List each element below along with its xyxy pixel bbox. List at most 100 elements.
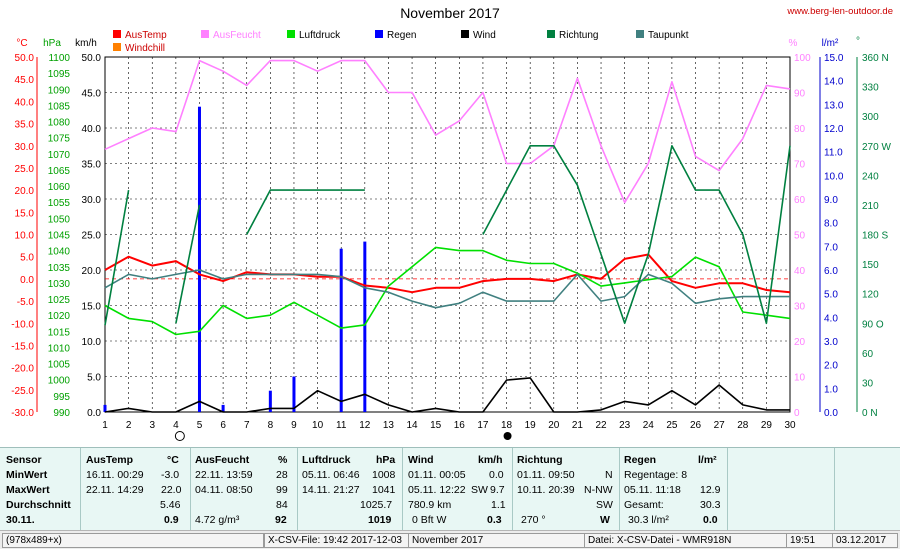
series-line-richtung	[482, 145, 791, 325]
x-tick-label: 19	[525, 420, 537, 431]
legend-swatch	[113, 30, 121, 38]
richtung-min-time: 01.11. 09:50	[517, 469, 575, 481]
weather-chart: November 2017 www.berg-len-outdoor.de Au…	[11, 5, 893, 441]
table-divider	[80, 448, 81, 530]
ausfeucht-day: 92	[275, 514, 287, 526]
pressure-tick-label: 1025	[48, 295, 71, 306]
legend-swatch	[547, 30, 555, 38]
new-moon-icon	[503, 432, 512, 440]
rain-tick-label: 9.0	[824, 195, 838, 206]
direction-tick-label: 60	[862, 349, 874, 360]
austemp-day: 0.9	[164, 514, 179, 526]
rain-tick-label: 1.0	[824, 384, 838, 395]
unit-direction: °	[856, 36, 860, 47]
pressure-tick-label: 1070	[48, 150, 71, 161]
temp-tick-label: -25.0	[11, 386, 34, 397]
x-tick-label: 9	[291, 420, 297, 431]
unit-temp: °C	[16, 38, 27, 49]
austemp-min: -3.0	[161, 469, 180, 481]
rain-bar	[268, 390, 272, 412]
x-tick-label: 11	[336, 420, 347, 431]
rain-tick-label: 8.0	[824, 219, 838, 230]
col-unit-austemp: °C	[167, 454, 179, 466]
legend-label: Windchill	[125, 43, 165, 54]
humidity-tick-label: 90	[794, 89, 806, 100]
site-link[interactable]: www.berg-len-outdoor.de	[786, 6, 893, 17]
wind-tick-label: 0.0	[87, 408, 101, 419]
ausfeucht-min-time: 22.11. 13:59	[195, 469, 253, 481]
pressure-tick-label: 1005	[48, 360, 71, 371]
wind-max-dir: SW	[471, 484, 488, 496]
wind-min-time: 01.11. 00:05	[408, 469, 466, 481]
rain-bar	[292, 376, 296, 412]
direction-tick-label: 90 O	[862, 319, 884, 330]
wind-tick-label: 15.0	[82, 302, 102, 313]
x-tick-label: 14	[407, 420, 419, 431]
x-tick-label: 16	[454, 420, 466, 431]
regen-day: 0.0	[703, 514, 718, 526]
x-tick-label: 12	[359, 420, 371, 431]
row-label-avg: Durchschnitt	[6, 499, 71, 511]
x-tick-label: 26	[690, 420, 702, 431]
series-line-richtung	[245, 189, 365, 235]
table-divider	[619, 448, 620, 530]
rain-tick-label: 12.0	[824, 124, 844, 135]
pressure-tick-label: 1095	[48, 69, 71, 80]
richtung-max-time: 10.11. 20:39	[517, 484, 575, 496]
x-tick-label: 15	[430, 420, 442, 431]
legend-label: Taupunkt	[648, 30, 689, 41]
statistics-table: Sensor AusTemp °C AusFeucht % Luftdruck …	[0, 447, 900, 530]
temp-tick-label: 10.0	[15, 231, 35, 242]
pressure-tick-label: 1050	[48, 214, 71, 225]
legend-swatch	[636, 30, 644, 38]
temp-tick-label: 15.0	[15, 208, 35, 219]
unit-pressure: hPa	[43, 38, 61, 49]
x-tick-label: 28	[737, 420, 749, 431]
pressure-tick-label: 990	[53, 408, 70, 419]
legend-swatch	[287, 30, 295, 38]
x-tick-label: 5	[197, 420, 203, 431]
plot-border	[104, 56, 791, 413]
wind-avg: 1.1	[491, 499, 506, 511]
legend-label: AusTemp	[125, 30, 167, 41]
x-tick-label: 1	[102, 420, 108, 431]
humidity-tick-label: 100	[794, 53, 811, 64]
temp-tick-label: 40.0	[15, 97, 35, 108]
humidity-tick-label: 70	[794, 160, 806, 171]
temp-tick-label: -20.0	[11, 364, 34, 375]
richtung-min-dir: N	[605, 469, 613, 481]
legend-label: Richtung	[559, 30, 598, 41]
wind-tick-label: 25.0	[82, 231, 102, 242]
regen-total-label: Gesamt:	[624, 499, 664, 511]
x-tick-label: 20	[548, 420, 560, 431]
pressure-tick-label: 1015	[48, 327, 71, 338]
humidity-tick-label: 60	[794, 195, 806, 206]
x-tick-label: 22	[595, 420, 607, 431]
temp-tick-label: 0.0	[20, 275, 34, 286]
plot-area	[103, 59, 791, 413]
x-tick-label: 29	[761, 420, 773, 431]
col-header-ausfeucht: AusFeucht	[195, 454, 250, 466]
wind-max-time: 05.11. 12:22	[408, 484, 466, 496]
humidity-tick-label: 30	[794, 302, 806, 313]
regen-rain-days: Regentage: 8	[624, 469, 688, 481]
x-tick-label: 10	[312, 420, 324, 431]
rain-tick-label: 4.0	[824, 313, 838, 324]
richtung-avg-dir: SW	[596, 499, 613, 511]
wind-min: 0.0	[489, 469, 504, 481]
series-line-austemp	[104, 253, 791, 294]
pressure-tick-label: 1020	[48, 311, 71, 322]
x-tick-label: 3	[149, 420, 155, 431]
austemp-min-time: 16.11. 00:29	[86, 469, 144, 481]
direction-tick-label: 240	[862, 171, 879, 182]
rain-tick-label: 11.0	[824, 148, 843, 159]
luftdruck-avg: 1025.7	[360, 499, 393, 511]
wind-tick-label: 20.0	[82, 266, 102, 277]
rain-bar	[103, 404, 107, 412]
table-divider	[727, 448, 728, 530]
status-bar: (978x489+x) X-CSV-File: 19:42 2017-12-03…	[0, 530, 900, 549]
x-tick-label: 8	[268, 420, 274, 431]
temp-tick-label: 45.0	[15, 75, 35, 86]
rain-tick-label: 2.0	[824, 361, 838, 372]
direction-tick-label: 120	[862, 290, 879, 301]
